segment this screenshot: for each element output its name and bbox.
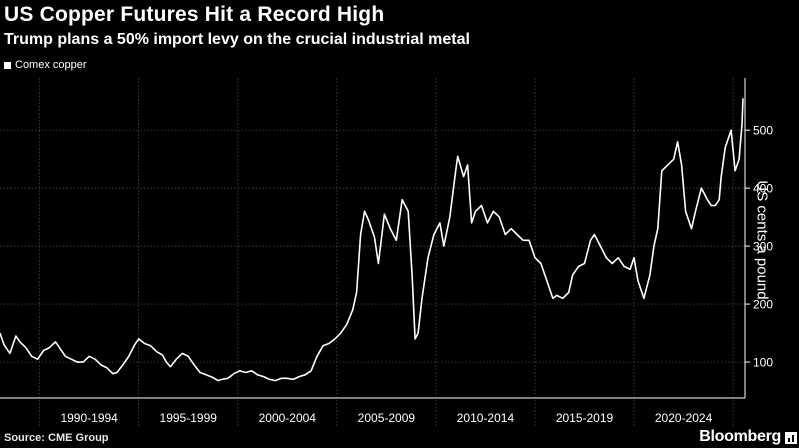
series-line-comex-copper: [0, 98, 744, 382]
gridlines: [0, 78, 745, 428]
y-axis-label: US cents a pound: [753, 180, 771, 300]
chart-title: US Copper Futures Hit a Record High: [4, 3, 385, 26]
x-tick-label: 1990-1994: [60, 411, 118, 425]
y-tick-label: 500: [753, 124, 773, 138]
bloomberg-logo: Bloomberg: [699, 428, 781, 445]
chart-subtitle: Trump plans a 50% import levy on the cru…: [4, 31, 470, 48]
bloomberg-mark-icon: [785, 432, 797, 444]
x-tick-label: 2005-2009: [358, 411, 416, 425]
source-note: Source: CME Group: [4, 432, 109, 444]
y-tick-label: 100: [753, 356, 773, 370]
legend: Comex copper: [4, 59, 87, 71]
legend-label: Comex copper: [15, 59, 87, 71]
y-tick-label: 400: [753, 182, 773, 196]
y-tick-label: 300: [753, 240, 773, 254]
x-tick-label: 1995-1999: [160, 411, 218, 425]
y-tick-label: 200: [753, 298, 773, 312]
x-tick-label: 2000-2004: [259, 411, 317, 425]
x-tick-label: 2010-2014: [457, 411, 515, 425]
x-tick-label: 2020-2024: [655, 411, 713, 425]
x-tick-label: 2015-2019: [556, 411, 614, 425]
axes: [0, 78, 750, 399]
tick-labels: 100 200 300 400 500 1990-1994 1995-1999 2000-20…: [60, 124, 773, 425]
legend-swatch: [4, 61, 11, 69]
